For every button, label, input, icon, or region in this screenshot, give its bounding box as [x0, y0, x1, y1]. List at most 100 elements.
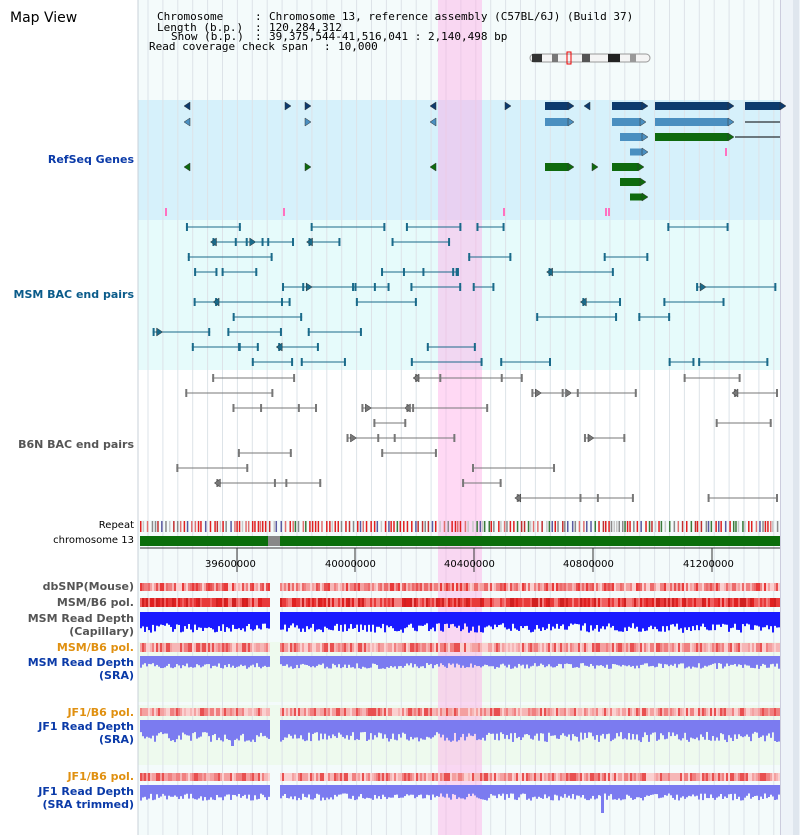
jf1-b6-pol-cell: [628, 773, 630, 781]
msm-capillary-depth-bar: [168, 612, 170, 625]
jf1-trimmed-depth-bar: [776, 785, 778, 800]
jf1-b6-pol-cell: [448, 773, 450, 781]
jf1-sra-depth-bar: [462, 720, 464, 734]
track-label-refseq[interactable]: RefSeq Genes: [47, 153, 134, 166]
jf1-sra-depth-bar: [174, 720, 176, 743]
jf1-b6-pol-cell: [170, 708, 172, 716]
dbsnp-cell: [306, 583, 308, 591]
msm-capillary-depth-bar: [366, 612, 368, 632]
track-label-msm-b6-pol-2[interactable]: MSM/B6 pol.: [56, 641, 134, 654]
repeat-element: [154, 521, 157, 532]
track-label-msm-depth-sra[interactable]: MSM Read Depth: [27, 656, 134, 669]
jf1-b6-pol-cell: [414, 708, 416, 716]
msm-capillary-depth-bar: [502, 612, 504, 624]
msm-capillary-depth-bar: [462, 612, 464, 630]
msm-b6-pol-cell: [596, 643, 598, 652]
msm-b6-pol-cell: [532, 643, 534, 652]
jf1-trimmed-depth-bar: [200, 785, 202, 797]
repeat-element: [610, 521, 613, 532]
jf1-sra-depth-bar: [256, 720, 258, 736]
track-label-jf1-b6-pol-1[interactable]: JF1/B6 pol.: [67, 706, 134, 719]
msm-sra-depth-bar: [420, 656, 422, 667]
jf1-sra-depth-bar: [426, 720, 428, 737]
jf1-b6-pol-cell: [156, 773, 158, 781]
msm-capillary-depth-bar: [236, 612, 238, 630]
jf1-b6-pol-cell: [526, 773, 528, 781]
jf1-b6-pol-cell: [742, 708, 744, 716]
jf1-trimmed-depth-bar: [716, 785, 718, 798]
msm-b6-pol-cell: [732, 598, 734, 607]
jf1-b6-pol-cell: [606, 708, 608, 716]
jf1-sra-depth-bar: [762, 720, 764, 736]
jf1-trimmed-depth-bar: [624, 785, 626, 800]
track-label-jf1-b6-pol-2[interactable]: JF1/B6 pol.: [67, 770, 134, 783]
msm-b6-pol-cell: [580, 598, 582, 607]
track-label-jf1-depth-sra[interactable]: JF1 Read Depth: [38, 720, 134, 733]
scrollbar[interactable]: [780, 0, 800, 835]
jf1-b6-pol-cell: [382, 708, 384, 716]
track-label-jf1-depth-trim-sub: (SRA trimmed): [42, 798, 134, 811]
jf1-b6-pol-cell: [546, 708, 548, 716]
jf1-b6-pol-cell: [678, 708, 680, 716]
msm-b6-pol-cell: [546, 598, 548, 607]
jf1-b6-pol-cell: [750, 708, 752, 716]
jf1-trimmed-depth-bar: [180, 785, 182, 797]
jf1-sra-depth-bar: [254, 720, 256, 743]
msm-b6-pol-cell: [550, 598, 552, 607]
msm-capillary-depth-bar: [468, 612, 470, 633]
track-label-msm-b6-pol-1[interactable]: MSM/B6 pol.: [56, 596, 134, 609]
jf1-b6-pol-cell: [744, 708, 746, 716]
msm-sra-depth-bar: [594, 656, 596, 669]
dbsnp-cell: [180, 583, 182, 591]
msm-capillary-depth-bar: [392, 612, 394, 629]
jf1-b6-pol-cell: [282, 708, 284, 716]
msm-capillary-depth-bar: [252, 612, 254, 631]
msm-b6-pol-cell: [254, 643, 256, 652]
jf1-sra-depth-bar: [492, 720, 494, 734]
jf1-sra-depth-bar: [222, 720, 224, 742]
msm-sra-depth-bar: [622, 656, 624, 665]
track-label-dbsnp[interactable]: dbSNP(Mouse): [42, 580, 134, 593]
jf1-b6-pol-cell: [400, 773, 402, 781]
jf1-sra-depth-bar: [420, 720, 422, 739]
msm-b6-pol-cell: [258, 643, 260, 652]
jf1-b6-pol-cell: [548, 773, 550, 781]
jf1-trimmed-depth-bar: [160, 785, 162, 797]
dbsnp-cell: [406, 583, 408, 591]
jf1-sra-depth-bar: [248, 720, 250, 741]
jf1-b6-pol-cell: [544, 773, 546, 781]
msm-sra-depth-bar: [186, 656, 188, 664]
track-label-b6n-bac[interactable]: B6N BAC end pairs: [18, 438, 134, 451]
jf1-b6-pol-cell: [624, 708, 626, 716]
jf1-sra-depth-bar: [698, 720, 700, 741]
jf1-b6-pol-cell: [528, 708, 530, 716]
jf1-b6-pol-cell: [600, 708, 602, 716]
msm-capillary-depth-bar: [762, 612, 764, 628]
jf1-sra-depth-bar: [390, 720, 392, 739]
repeat-element: [516, 521, 519, 532]
msm-b6-pol-cell: [538, 643, 540, 652]
b6n-bac-pair-end: [434, 449, 437, 457]
dbsnp-cell: [572, 583, 574, 591]
jf1-b6-pol-cell: [332, 773, 334, 781]
jf1-trimmed-depth-bar: [584, 785, 586, 799]
msm-b6-pol-cell: [400, 643, 402, 652]
jf1-b6-pol-cell: [688, 773, 690, 781]
track-label-msm-depth-cap[interactable]: MSM Read Depth: [27, 612, 134, 625]
track-label-repeat[interactable]: Repeat: [98, 520, 134, 531]
track-label-msm-bac[interactable]: MSM BAC end pairs: [13, 288, 134, 301]
msm-b6-pol-cell: [720, 598, 722, 607]
track-label-jf1-depth-trim[interactable]: JF1 Read Depth: [38, 785, 134, 798]
msm-b6-pol-cell: [746, 598, 748, 607]
jf1-sra-depth-bar: [318, 720, 320, 741]
msm-sra-depth-bar: [234, 656, 236, 668]
selected-region-highlight[interactable]: [438, 0, 482, 835]
msm-b6-pol-cell: [576, 643, 578, 652]
msm-b6-pol-cell: [368, 598, 370, 607]
msm-capillary-depth-bar: [254, 612, 256, 630]
msm-b6-pol-cell: [292, 643, 294, 652]
msm-b6-pol-cell: [654, 598, 656, 607]
jf1-sra-depth-bar: [550, 720, 552, 736]
